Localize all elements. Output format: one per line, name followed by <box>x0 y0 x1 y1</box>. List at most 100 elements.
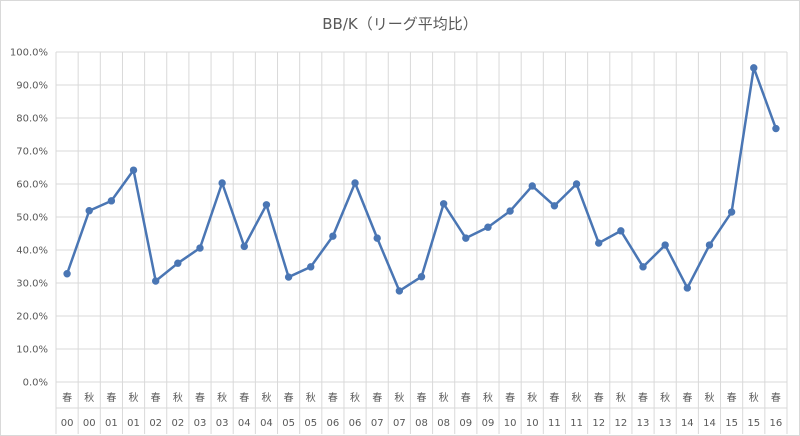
y-tick-label: 30.0% <box>16 279 48 290</box>
x-tick-label-season: 秋 <box>217 391 227 404</box>
x-tick-label-year: 08 <box>415 418 428 429</box>
data-point <box>506 207 514 215</box>
x-tick-label-season: 秋 <box>394 391 404 404</box>
data-point <box>284 273 293 281</box>
data-point <box>462 234 470 242</box>
data-point <box>417 273 426 281</box>
data-point <box>351 179 359 187</box>
x-tick-label-season: 春 <box>638 392 648 404</box>
x-tick-label-season: 春 <box>727 392 737 404</box>
data-point <box>63 270 71 278</box>
series-line <box>65 66 778 293</box>
x-tick-label-year: 11 <box>570 418 583 429</box>
x-tick-label-year: 00 <box>61 418 74 429</box>
x-tick-label-year: 01 <box>127 418 140 429</box>
x-tick-label-season: 春 <box>195 392 205 404</box>
data-point <box>661 241 669 249</box>
x-tick-label-season: 秋 <box>616 391 626 404</box>
x-tick-label-season: 春 <box>62 392 72 404</box>
x-tick-label-year: 01 <box>105 418 118 429</box>
data-point <box>218 179 226 187</box>
x-tick-label-year: 09 <box>459 418 472 429</box>
data-point <box>174 259 182 267</box>
x-tick-label-year: 04 <box>238 418 251 429</box>
x-tick-label-season: 春 <box>106 392 116 404</box>
x-tick-label-season: 春 <box>284 392 294 404</box>
data-point <box>528 182 536 190</box>
x-tick-label-year: 14 <box>703 418 716 429</box>
data-point <box>240 242 248 251</box>
x-tick-label-season: 秋 <box>704 391 714 404</box>
x-tick-label-season: 春 <box>461 392 471 404</box>
x-tick-label-season: 春 <box>151 392 161 404</box>
data-point <box>639 263 647 271</box>
data-point <box>705 241 714 249</box>
data-point <box>550 202 559 210</box>
x-tick-label-year: 15 <box>747 418 760 429</box>
x-tick-label-year: 13 <box>637 418 650 429</box>
x-tick-label-year: 00 <box>83 418 96 429</box>
x-tick-label-season: 春 <box>549 392 559 404</box>
x-tick-label-season: 秋 <box>84 391 94 404</box>
x-tick-label-year: 16 <box>770 418 783 429</box>
y-tick-label: 20.0% <box>16 312 48 323</box>
x-tick-label-year: 07 <box>393 418 406 429</box>
x-tick-label-season: 春 <box>594 392 604 404</box>
data-point <box>107 197 116 205</box>
y-tick-label: 10.0% <box>16 345 48 356</box>
x-tick-label-season: 秋 <box>306 391 316 404</box>
x-tick-label-year: 14 <box>681 418 694 429</box>
data-point <box>129 166 138 174</box>
x-tick-label-year: 12 <box>592 418 605 429</box>
x-tick-label-year: 02 <box>149 418 162 429</box>
x-tick-label-year: 09 <box>482 418 495 429</box>
x-tick-label-year: 05 <box>282 418 295 429</box>
x-tick-label-year: 11 <box>548 418 561 429</box>
data-point <box>750 64 758 72</box>
x-tick-label-season: 春 <box>417 392 427 404</box>
x-tick-label-season: 春 <box>771 392 781 404</box>
y-tick-label: 50.0% <box>16 213 48 224</box>
data-point <box>151 277 160 285</box>
data-point <box>572 180 581 188</box>
y-tick-label: 90.0% <box>16 81 48 92</box>
data-point <box>595 239 603 247</box>
x-tick-label-season: 秋 <box>660 391 670 404</box>
x-tick-label-season: 秋 <box>439 391 449 404</box>
y-tick-label: 0.0% <box>23 378 48 389</box>
x-tick-label-season: 春 <box>505 392 515 404</box>
x-tick-label-year: 05 <box>304 418 317 429</box>
data-point <box>307 263 315 271</box>
x-tick-label-year: 15 <box>725 418 738 429</box>
x-tick-label-season: 春 <box>328 392 338 404</box>
x-tick-label-year: 08 <box>437 418 450 429</box>
x-tick-label-year: 10 <box>526 418 539 429</box>
data-point <box>772 124 780 133</box>
data-point <box>262 201 271 209</box>
data-point <box>85 207 93 215</box>
data-point <box>329 232 337 240</box>
chart-title: BB/K（リーグ平均比） <box>322 15 478 33</box>
x-tick-label-year: 07 <box>371 418 384 429</box>
data-point <box>484 223 492 231</box>
y-tick-label: 100.0% <box>10 48 48 59</box>
x-tick-label-year: 04 <box>260 418 273 429</box>
data-point <box>196 244 204 252</box>
x-tick-label-season: 秋 <box>261 391 271 404</box>
y-tick-label: 60.0% <box>16 180 48 191</box>
data-point <box>439 200 448 208</box>
data-point <box>683 284 692 292</box>
x-tick-label-year: 02 <box>171 418 184 429</box>
x-tick-label-season: 秋 <box>749 391 759 404</box>
y-tick-label: 80.0% <box>16 114 48 125</box>
x-tick-label-season: 秋 <box>350 391 360 404</box>
data-point <box>617 227 625 235</box>
x-tick-label-year: 12 <box>614 418 627 429</box>
x-tick-label-year: 03 <box>216 418 229 429</box>
y-tick-label: 40.0% <box>16 246 48 257</box>
x-tick-label-season: 春 <box>239 392 249 404</box>
x-tick-label-year: 13 <box>659 418 672 429</box>
x-tick-label-season: 春 <box>682 392 692 404</box>
